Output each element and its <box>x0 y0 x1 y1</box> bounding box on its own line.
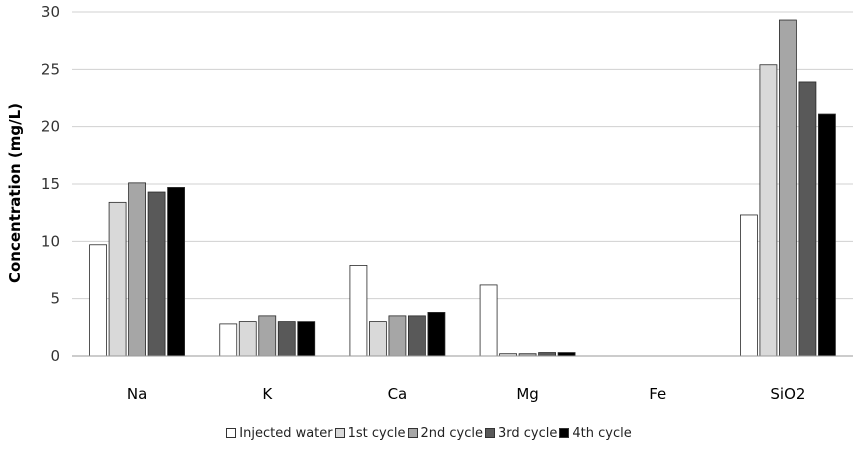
chart: 0 5 10 15 20 25 30 Na K Ca Mg Fe SiO2 Concentration… <box>6 3 853 403</box>
x-category-label: K <box>262 385 273 403</box>
bar <box>557 352 576 357</box>
y-tick-label: 0 <box>50 347 60 365</box>
bar <box>167 187 185 357</box>
y-axis-ticks: 0 5 10 15 20 25 30 <box>41 3 60 365</box>
bar <box>297 321 316 357</box>
bar <box>388 315 407 357</box>
y-tick-label: 5 <box>50 290 60 308</box>
y-tick-label: 25 <box>41 60 60 78</box>
x-category-label: Na <box>127 385 147 403</box>
bar <box>349 265 368 357</box>
legend-item: Injected water <box>226 426 333 441</box>
y-tick-label: 30 <box>41 3 60 21</box>
legend-swatch <box>559 428 570 438</box>
bar <box>798 81 817 357</box>
legend-label: 2nd cycle <box>420 426 484 441</box>
bar <box>408 315 426 357</box>
bar <box>779 19 797 357</box>
x-axis-categories: Na K Ca Mg Fe SiO2 <box>127 385 806 403</box>
legend-label: 3rd cycle <box>498 426 558 441</box>
legend-swatch <box>485 428 495 438</box>
bar <box>277 321 296 357</box>
bar <box>740 214 758 357</box>
bar <box>427 312 446 357</box>
x-category-label: Mg <box>516 385 538 403</box>
x-category-label: SiO2 <box>770 385 805 403</box>
bar <box>89 244 107 357</box>
gridlines <box>72 11 853 300</box>
legend-label: Injected water <box>239 426 333 441</box>
y-tick-label: 15 <box>41 175 60 193</box>
bar <box>147 191 166 357</box>
legend-swatch <box>407 428 418 438</box>
bar <box>258 315 277 357</box>
legend-item: 2nd cycle <box>407 426 484 441</box>
legend: Injected water 1st cycle 2nd cycle 3rd cycl… <box>0 426 858 441</box>
bar <box>369 321 387 357</box>
bar <box>238 321 257 357</box>
legend-swatch <box>226 428 237 438</box>
x-category-label: Fe <box>649 385 666 403</box>
bar <box>538 352 556 357</box>
bars <box>89 19 836 357</box>
bar <box>128 182 146 357</box>
bar <box>759 64 778 357</box>
y-tick-label: 10 <box>41 232 60 250</box>
y-axis-label: Concentration (mg/L) <box>6 103 24 283</box>
legend-label: 4th cycle <box>572 426 632 441</box>
bar <box>479 284 498 357</box>
legend-item: 1st cycle <box>334 426 406 441</box>
bar <box>219 323 238 357</box>
legend-label: 1st cycle <box>347 426 406 441</box>
legend-item: 3rd cycle <box>485 426 557 441</box>
x-category-label: Ca <box>388 385 408 403</box>
bar <box>108 201 127 357</box>
bar <box>818 113 836 357</box>
legend-swatch <box>334 428 345 438</box>
y-tick-label: 20 <box>41 118 60 136</box>
legend-item: 4th cycle <box>559 426 632 441</box>
